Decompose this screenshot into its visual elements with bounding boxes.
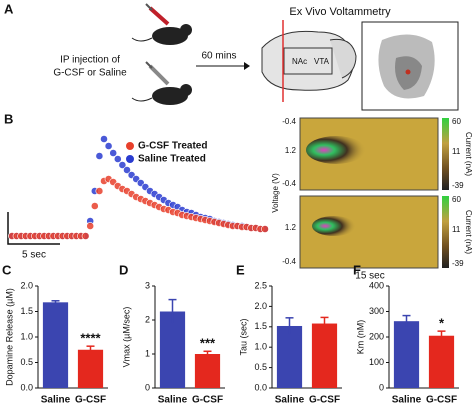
colorbar-tick: 11 <box>452 225 461 234</box>
trace-point <box>81 232 90 240</box>
y-tick-label: 0.5 <box>20 357 33 367</box>
bar <box>311 323 338 388</box>
bar <box>276 325 303 388</box>
bar <box>194 354 221 388</box>
trace-point <box>118 161 127 169</box>
heatmap-tick: 1.2 <box>285 223 297 232</box>
panel-label: C <box>2 262 12 277</box>
x-tick-label: Saline <box>275 395 305 406</box>
x-tick-label: G-CSF <box>426 395 457 406</box>
trace-point <box>104 142 113 150</box>
x-tick-label: G-CSF <box>75 395 106 406</box>
y-tick-label: 2.5 <box>254 280 267 290</box>
y-tick-label: 1.5 <box>254 321 267 331</box>
legend-marker <box>126 142 134 150</box>
bar <box>159 311 186 388</box>
trace-point <box>95 152 104 160</box>
significance: *** <box>200 336 216 351</box>
colorbar-tick: 11 <box>452 147 461 156</box>
time-text: 60 mins <box>201 51 236 62</box>
heatmap-xlabel: 15 sec <box>355 271 384 282</box>
brain <box>261 20 459 111</box>
trace-point <box>90 202 99 210</box>
title: Ex Vivo Voltammetry <box>289 6 391 18</box>
y-tick-label: 2.0 <box>254 301 267 311</box>
colorbar-tick: -39 <box>452 181 464 190</box>
y-tick-label: 0 <box>379 382 384 392</box>
heatmap-tick: 1.2 <box>285 146 297 155</box>
bar <box>42 302 69 388</box>
y-axis-label: Tau (sec) <box>238 318 248 355</box>
y-tick-label: 3 <box>145 280 150 290</box>
legend-label: Saline Treated <box>138 154 206 165</box>
y-axis-label: Km (nM) <box>355 320 365 355</box>
colorbar-label: Current (nA) <box>464 132 473 176</box>
trace-point <box>86 222 95 230</box>
trace-point <box>261 225 269 233</box>
heatmap-tick: -0.4 <box>282 117 296 126</box>
x-tick-label: Saline <box>392 395 422 406</box>
legend-label: G-CSF Treated <box>138 141 207 152</box>
scale-bar <box>7 212 60 245</box>
y-tick-label: 400 <box>369 280 384 290</box>
y-tick-label: 1 <box>145 348 150 358</box>
x-tick-label: G-CSF <box>309 395 340 406</box>
injection-text: G-CSF or Saline <box>53 68 127 79</box>
region-label: NAc <box>292 57 307 66</box>
significance: * <box>439 316 445 331</box>
bar <box>428 335 455 388</box>
significance: **** <box>80 331 101 346</box>
heatmap-ylabel: Voltage (V) <box>271 173 280 213</box>
region-label: VTA <box>314 57 330 66</box>
panel-label: A <box>4 1 14 16</box>
bar <box>393 321 420 388</box>
x-tick-label: Saline <box>41 395 71 406</box>
y-tick-label: 2.0 <box>20 280 33 290</box>
heatmap-tick: -0.4 <box>282 179 296 188</box>
bar <box>77 349 104 388</box>
legend-marker <box>126 155 134 163</box>
mouse-bottom <box>131 61 192 105</box>
panel-label: D <box>119 262 128 277</box>
y-tick-label: 2 <box>145 314 150 324</box>
colorbar-tick: 60 <box>452 117 461 126</box>
heatmaps <box>299 117 449 269</box>
colorbar-label: Current (nA) <box>464 210 473 254</box>
y-tick-label: 1.0 <box>20 331 33 341</box>
x-tick-label: G-CSF <box>192 395 223 406</box>
panel-label: E <box>236 262 245 277</box>
panel-label: B <box>4 111 13 126</box>
y-tick-label: 1.5 <box>20 306 33 316</box>
x-tick-label: Saline <box>158 395 188 406</box>
injection-text: IP injection of <box>60 55 120 66</box>
y-tick-label: 0 <box>145 382 150 392</box>
y-tick-label: 1.0 <box>254 342 267 352</box>
y-tick-label: 0.0 <box>254 382 267 392</box>
arrow <box>196 62 250 70</box>
y-tick-label: 300 <box>369 306 384 316</box>
trace-point <box>113 155 122 163</box>
trace-point <box>123 166 131 174</box>
y-tick-label: 100 <box>369 357 384 367</box>
y-tick-label: 0.5 <box>254 362 267 372</box>
y-tick-label: 0.0 <box>20 382 33 392</box>
y-axis-label: Vmax (µM/sec) <box>121 307 131 368</box>
panel-label: F <box>353 262 361 277</box>
trace-point <box>95 187 104 195</box>
y-tick-label: 200 <box>369 331 384 341</box>
heatmap-tick: -0.4 <box>282 257 296 266</box>
trace-point <box>109 149 118 157</box>
scale-bar-label: 5 sec <box>22 250 46 261</box>
mouse-top <box>131 3 192 45</box>
trace-point <box>100 135 108 143</box>
y-axis-label: Dopamine Release (µM) <box>4 288 14 386</box>
colorbar-tick: -39 <box>452 259 464 268</box>
colorbar-tick: 60 <box>452 195 461 204</box>
